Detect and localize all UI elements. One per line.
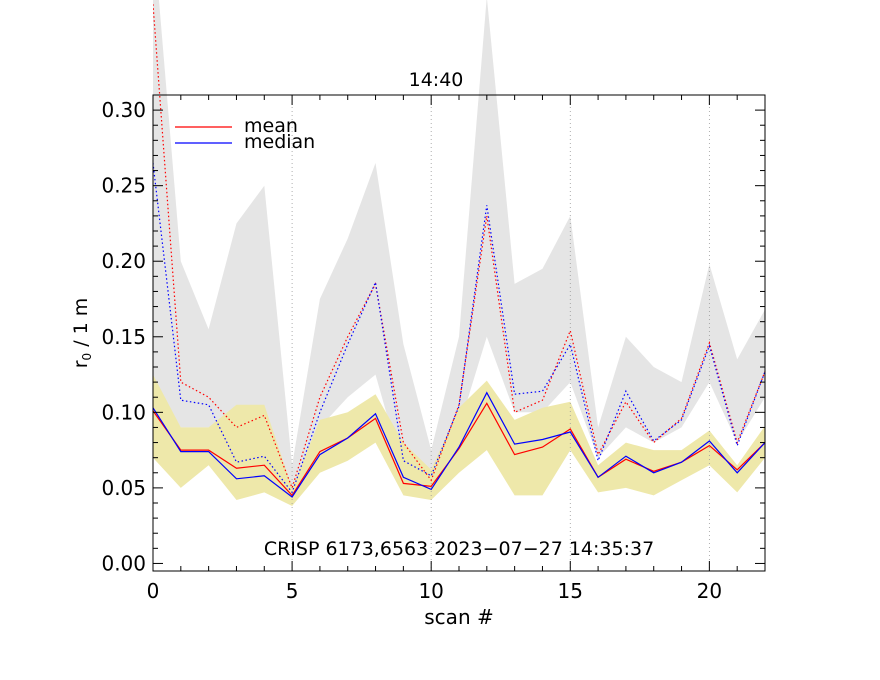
data-series (153, 4, 765, 498)
y-axis-label: r0 / 1 m (70, 298, 94, 369)
x-tick-label-5: 5 (286, 579, 299, 603)
y-tick-label-3: 0.15 (101, 325, 146, 349)
x-tick-label-10: 10 (418, 579, 443, 603)
axes: 0 5 10 15 20 0.00 0.05 0.10 0.15 0.20 0.25 0.30 (101, 94, 766, 603)
chart-title: 14:40 (409, 69, 464, 91)
x-tick-label-15: 15 (558, 579, 583, 603)
legend: mean median (175, 115, 315, 153)
y-tick-label-0: 0.00 (101, 551, 146, 575)
y-tick-label-4: 0.20 (101, 249, 146, 273)
x-tick-label-0: 0 (147, 579, 160, 603)
chart-annotation: CRISP 6173,6563 2023−07−27 14:35:37 (264, 538, 654, 560)
y-tick-label-1: 0.05 (101, 476, 146, 500)
series-line-mean-upper (153, 4, 765, 490)
legend-mean-label: mean (244, 115, 298, 137)
x-tick-label-20: 20 (697, 579, 722, 603)
legend-median-label: median (244, 131, 315, 153)
band-upper-range (153, 0, 765, 496)
series-line-mean (153, 402, 765, 497)
y-tick-label-5: 0.25 (101, 174, 146, 198)
x-axis-label: scan # (424, 605, 493, 629)
series-line-median (153, 391, 765, 498)
y-tick-label-2: 0.10 (101, 400, 146, 424)
y-tick-label-6: 0.30 (101, 98, 146, 122)
